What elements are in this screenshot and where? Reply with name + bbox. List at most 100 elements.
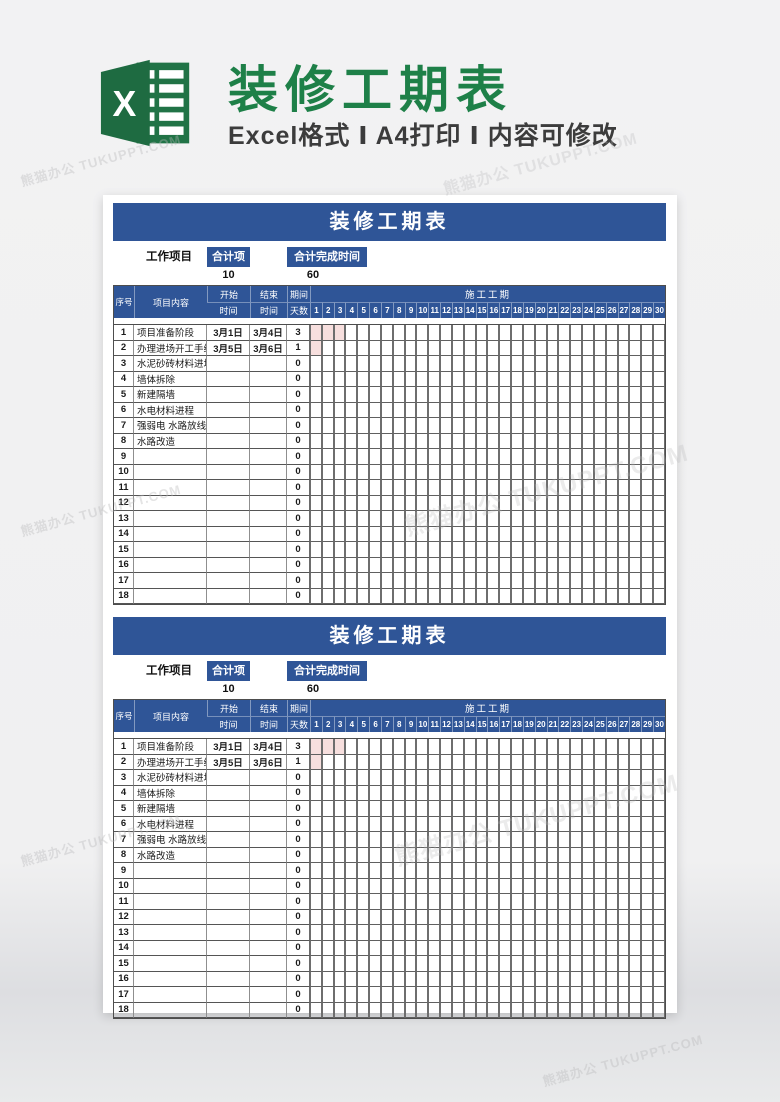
gantt-day-cell xyxy=(310,816,322,832)
table-row: 3 水泥砂砖材料进场 0 xyxy=(114,770,665,786)
project-content-cell: 水电材料进程 xyxy=(134,816,207,832)
end-date-cell xyxy=(250,894,287,910)
gantt-day-cell xyxy=(546,557,559,573)
col-header-end-2: 时间 xyxy=(250,716,287,732)
gantt-day-header: 1 xyxy=(310,716,322,732)
gantt-day-cell xyxy=(570,832,583,848)
gantt-day-header: 22 xyxy=(558,302,571,318)
gantt-day-cell xyxy=(641,909,654,925)
table-row: 17 0 xyxy=(114,573,665,589)
row-number-cell: 2 xyxy=(114,340,134,356)
duration-days-cell: 0 xyxy=(287,371,310,387)
gantt-day-cell xyxy=(333,542,346,558)
gantt-day-cell xyxy=(440,356,452,372)
gantt-day-cell xyxy=(617,449,630,465)
gantt-day-cell xyxy=(605,863,618,879)
end-date-cell: 3月6日 xyxy=(250,340,287,356)
gantt-day-cell xyxy=(345,480,358,496)
gantt-day-cell xyxy=(629,588,642,604)
gantt-day-cell xyxy=(546,940,559,956)
gantt-day-cell xyxy=(369,847,381,863)
gantt-day-cell xyxy=(428,956,441,972)
gantt-day-cell xyxy=(475,557,488,573)
gantt-day-cell xyxy=(570,449,583,465)
gantt-day-cell xyxy=(404,526,417,542)
gantt-day-cell xyxy=(440,480,452,496)
gantt-day-cell xyxy=(534,449,547,465)
row-number-cell: 3 xyxy=(114,356,134,372)
gantt-day-cell xyxy=(629,785,642,801)
gantt-day-cell xyxy=(416,480,429,496)
project-content-cell: 强弱电 水路放线 xyxy=(134,832,207,848)
gantt-day-cell xyxy=(345,557,358,573)
gantt-day-cell xyxy=(629,418,642,434)
gantt-day-cell xyxy=(416,371,429,387)
project-content-cell: 新建隔墙 xyxy=(134,801,207,817)
row-number-cell: 1 xyxy=(114,325,134,341)
row-number-cell: 10 xyxy=(114,464,134,480)
gantt-day-cell xyxy=(511,356,523,372)
gantt-day-cell xyxy=(511,971,523,987)
gantt-day-cell xyxy=(570,325,583,341)
gantt-day-cell xyxy=(641,940,654,956)
gantt-day-header: 3 xyxy=(333,716,346,732)
table-row: 1 项目准备阶段 3月1日 3月4日 3 xyxy=(114,325,665,341)
gantt-day-cell xyxy=(534,557,547,573)
gantt-day-cell xyxy=(546,878,559,894)
start-date-cell xyxy=(207,588,250,604)
gantt-day-cell xyxy=(392,511,405,527)
gantt-day-cell xyxy=(428,495,441,511)
gantt-day-cell xyxy=(570,526,583,542)
gantt-day-cell xyxy=(558,739,571,755)
gantt-day-cell xyxy=(487,754,500,770)
gantt-day-cell xyxy=(546,863,559,879)
gantt-day-header: 6 xyxy=(369,716,381,732)
gantt-day-cell xyxy=(380,739,393,755)
row-number-cell: 2 xyxy=(114,754,134,770)
end-date-cell xyxy=(250,480,287,496)
gantt-day-cell xyxy=(593,956,606,972)
gantt-day-cell xyxy=(440,418,452,434)
gantt-day-cell xyxy=(593,832,606,848)
gantt-day-cell xyxy=(570,909,583,925)
gantt-day-cell xyxy=(333,573,346,589)
gantt-day-cell xyxy=(653,387,665,403)
gantt-day-cell xyxy=(546,511,559,527)
gantt-day-cell xyxy=(475,588,488,604)
start-date-cell xyxy=(207,418,250,434)
gantt-day-cell xyxy=(428,847,441,863)
gantt-day-cell xyxy=(321,526,334,542)
gantt-day-cell xyxy=(333,449,346,465)
gantt-day-cell xyxy=(546,433,559,449)
gantt-day-cell xyxy=(605,816,618,832)
gantt-day-cell xyxy=(499,418,512,434)
gantt-day-cell xyxy=(605,925,618,941)
gantt-day-cell xyxy=(605,878,618,894)
gantt-day-cell xyxy=(558,433,571,449)
gantt-day-cell xyxy=(345,1002,358,1018)
gantt-day-cell xyxy=(333,754,346,770)
gantt-day-header: 10 xyxy=(416,716,429,732)
table-row: 7 强弱电 水路放线 0 xyxy=(114,418,665,434)
gantt-day-cell xyxy=(582,511,594,527)
gantt-day-cell xyxy=(357,511,370,527)
gantt-day-cell xyxy=(310,909,322,925)
gantt-day-cell xyxy=(653,371,665,387)
gantt-day-cell xyxy=(451,325,464,341)
gantt-day-cell xyxy=(380,847,393,863)
gantt-day-cell xyxy=(310,325,322,341)
gantt-day-cell xyxy=(511,956,523,972)
start-date-cell xyxy=(207,573,250,589)
end-date-cell xyxy=(250,387,287,403)
gantt-day-cell xyxy=(333,832,346,848)
gantt-day-cell xyxy=(321,816,334,832)
duration-days-cell: 0 xyxy=(287,402,310,418)
gantt-day-cell xyxy=(333,909,346,925)
gantt-day-cell xyxy=(534,925,547,941)
gantt-day-cell xyxy=(534,371,547,387)
gantt-day-cell xyxy=(499,573,512,589)
gantt-day-cell xyxy=(369,863,381,879)
end-date-cell: 3月4日 xyxy=(250,325,287,341)
gantt-day-cell xyxy=(380,909,393,925)
